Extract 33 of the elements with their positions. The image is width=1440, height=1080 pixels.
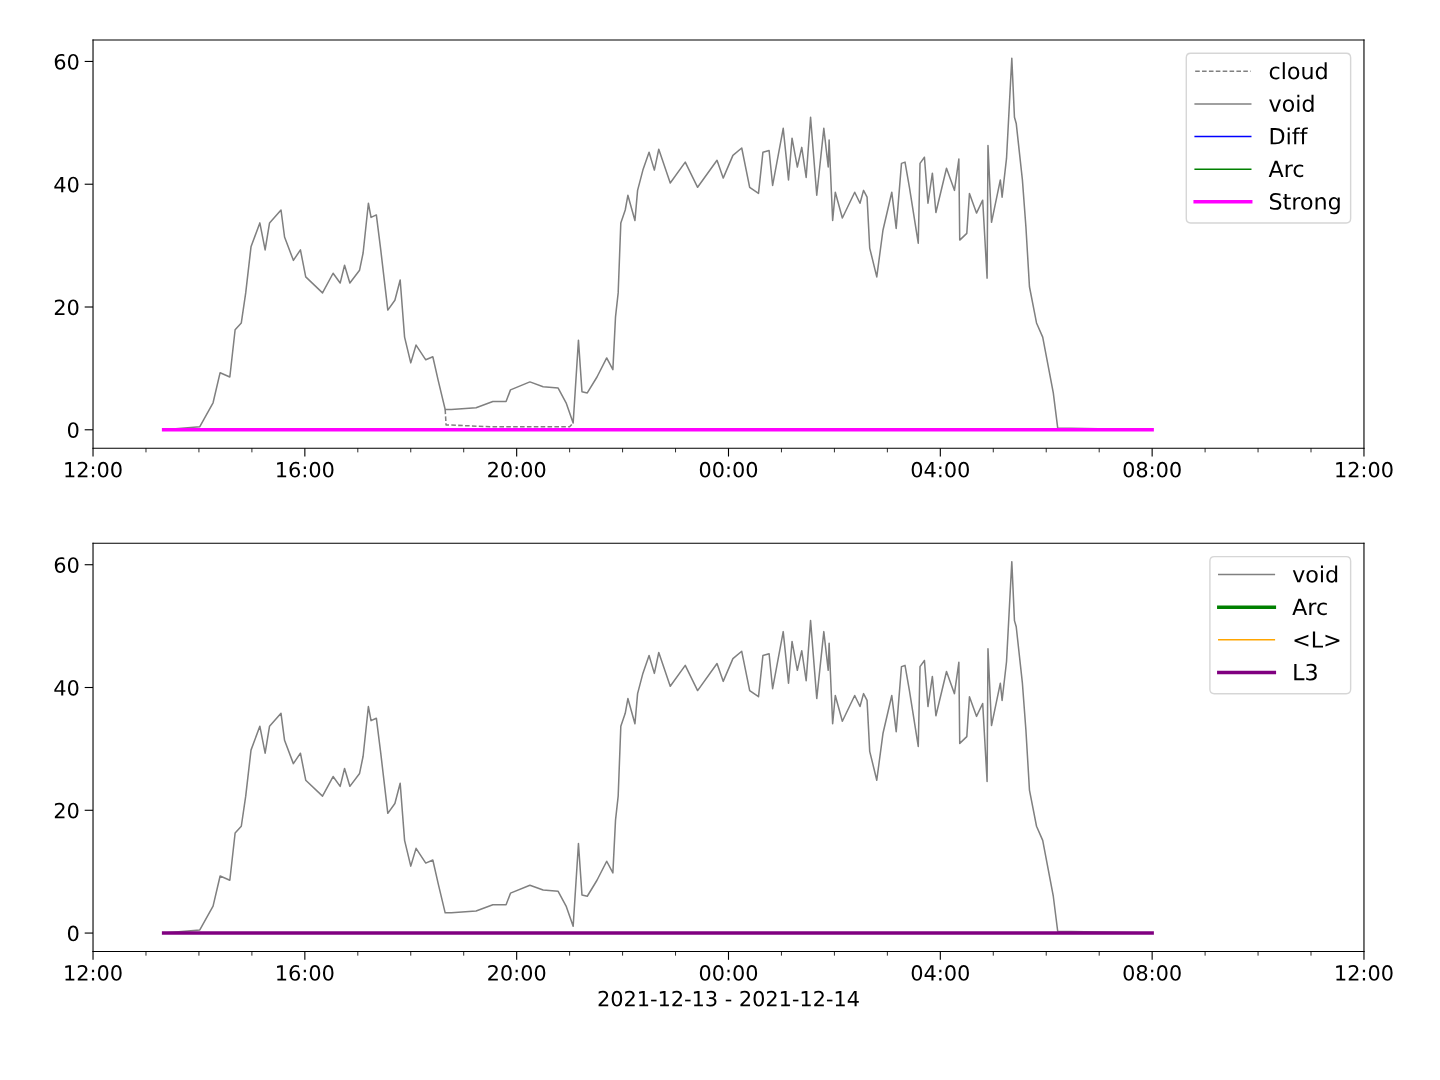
legend-label: L3	[1294, 663, 1317, 681]
x-tick-label: 00:00	[699, 965, 758, 981]
line-series	[444, 408, 574, 428]
y-tick-label: 0	[67, 925, 79, 942]
y-tick-label: 40	[54, 176, 79, 193]
x-tick-label: 20:00	[488, 965, 546, 981]
legend-label: Strong	[1269, 193, 1340, 215]
y-tick-label: 40	[54, 679, 79, 696]
legend-label: Arc	[1292, 598, 1327, 616]
y-tick-label: 20	[54, 299, 79, 316]
x-tick-label: 12:00	[65, 965, 122, 981]
legend-label: Arc	[1268, 160, 1304, 178]
x-axis-title: 2021-12-13 - 2021-12-14	[598, 990, 859, 1007]
x-tick-label: 04:00	[911, 965, 969, 981]
x-tick-label: 12:00	[1336, 461, 1393, 478]
y-tick-label: 60	[54, 53, 79, 70]
x-tick-label: 00:00	[699, 461, 758, 478]
x-tick-label: 04:00	[911, 461, 969, 478]
legend-label: void	[1269, 94, 1314, 112]
x-tick-label: 08:00	[1123, 965, 1181, 981]
x-tick-label: 12:00	[1336, 965, 1393, 981]
x-tick-label: 08:00	[1123, 461, 1181, 478]
x-tick-label: 12:00	[65, 461, 122, 478]
y-tick-label: 0	[67, 422, 79, 438]
x-tick-label: 20:00	[488, 461, 546, 478]
x-tick-label: 16:00	[277, 461, 334, 478]
x-tick-label: 16:00	[277, 965, 334, 981]
y-tick-label: 20	[54, 802, 79, 819]
y-tick-label: 60	[54, 557, 79, 573]
legend-label: Diff	[1270, 127, 1308, 145]
legend-label: void	[1292, 565, 1338, 583]
legend-label: <L>	[1294, 631, 1340, 648]
legend-label: cloud	[1269, 62, 1327, 80]
